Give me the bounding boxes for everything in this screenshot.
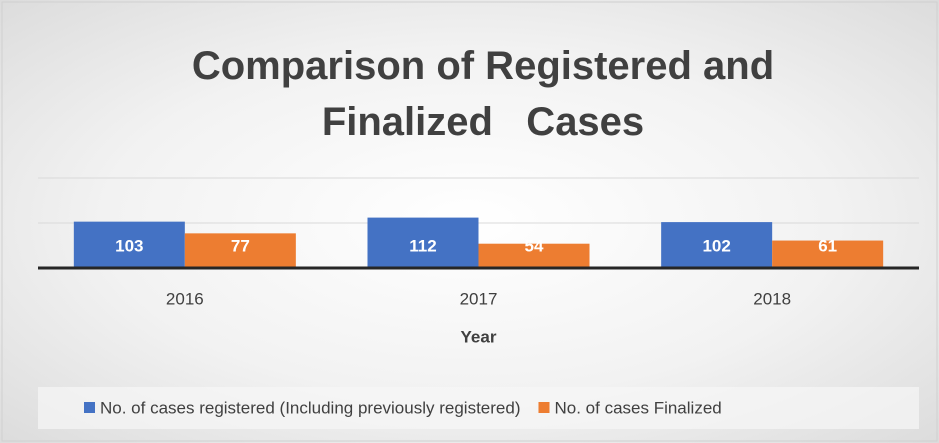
x-tick-label: 2018	[753, 289, 791, 308]
legend-swatch	[84, 402, 95, 413]
data-label: 61	[818, 236, 837, 255]
legend-label: No. of cases registered (Including previ…	[100, 398, 520, 417]
bar	[661, 222, 773, 268]
data-label: 112	[409, 236, 436, 255]
legend-swatch	[538, 402, 550, 413]
bar	[367, 217, 479, 268]
chart-title: Comparison of Registered and Finalized C…	[191, 44, 786, 144]
x-tick-label: 2016	[166, 289, 204, 308]
bar	[184, 233, 296, 268]
legend-label: No. of cases Finalized	[554, 398, 721, 417]
data-label: 54	[525, 236, 544, 255]
bar	[772, 240, 884, 268]
bar	[73, 221, 185, 268]
data-label: 102	[702, 236, 730, 255]
bar	[478, 243, 590, 268]
data-label: 103	[115, 236, 143, 255]
x-axis-label: Year	[461, 327, 497, 346]
data-label: 77	[231, 236, 250, 255]
legend-box	[38, 387, 919, 429]
x-tick-label: 2017	[460, 289, 498, 308]
